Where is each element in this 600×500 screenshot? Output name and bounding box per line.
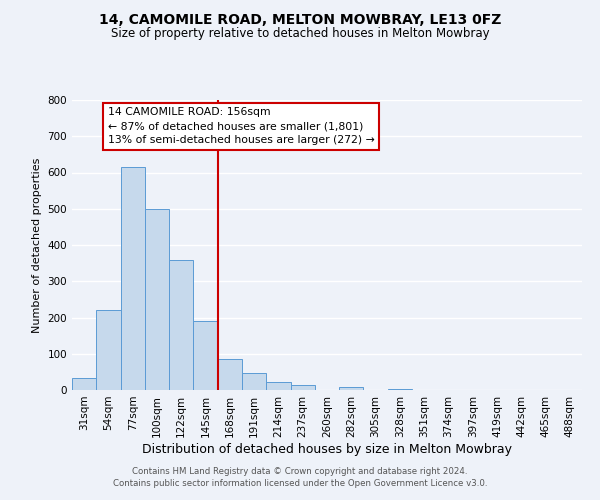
Text: Size of property relative to detached houses in Melton Mowbray: Size of property relative to detached ho… (110, 28, 490, 40)
Bar (388, 388, 412, 390)
Bar (96, 310, 121, 390)
Bar (72, 378, 96, 390)
X-axis label: Distribution of detached houses by size in Melton Mowbray: Distribution of detached houses by size … (142, 442, 512, 456)
Bar (193, 321, 218, 390)
Bar (218, 359, 242, 390)
Bar (169, 260, 193, 390)
Text: Contains HM Land Registry data © Crown copyright and database right 2024.
Contai: Contains HM Land Registry data © Crown c… (113, 466, 487, 487)
Y-axis label: Number of detached properties: Number of detached properties (32, 158, 42, 332)
Bar (266, 382, 290, 390)
Bar (290, 386, 315, 390)
Text: 14, CAMOMILE ROAD, MELTON MOWBRAY, LE13 0FZ: 14, CAMOMILE ROAD, MELTON MOWBRAY, LE13 … (99, 12, 501, 26)
Bar (339, 387, 364, 390)
Bar (145, 209, 169, 390)
Text: 14 CAMOMILE ROAD: 156sqm
← 87% of detached houses are smaller (1,801)
13% of sem: 14 CAMOMILE ROAD: 156sqm ← 87% of detach… (108, 108, 374, 146)
Bar (121, 168, 145, 390)
Bar (242, 372, 266, 390)
